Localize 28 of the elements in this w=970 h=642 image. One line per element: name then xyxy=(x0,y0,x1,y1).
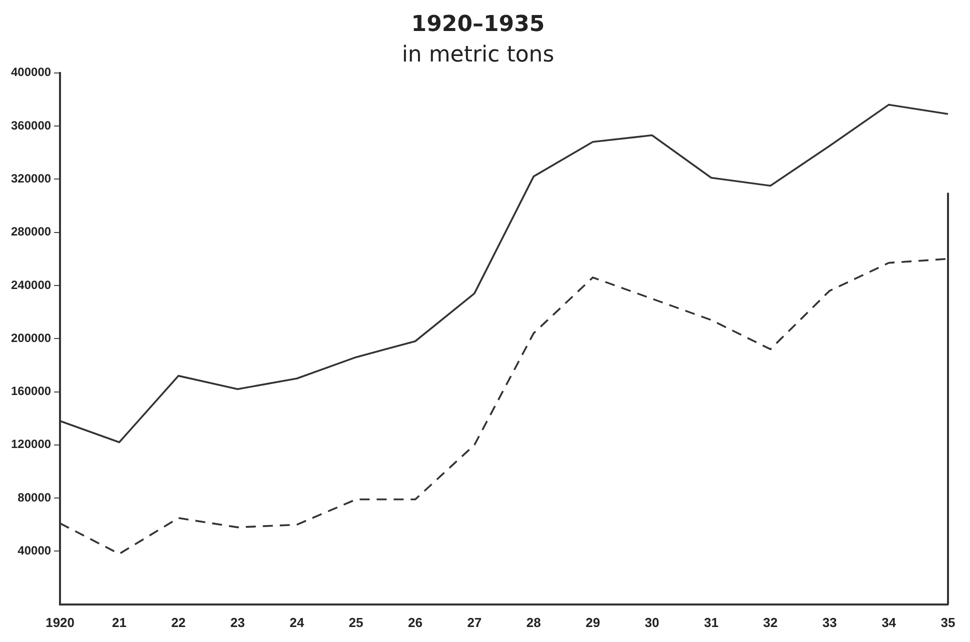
x-tick-label: 29 xyxy=(586,614,600,630)
y-tick-label: 200000 xyxy=(10,330,52,345)
x-tick-label: 32 xyxy=(763,614,778,630)
y-tick-label: 40000 xyxy=(18,544,52,558)
y-tick-label: 120000 xyxy=(10,437,52,452)
y-tick-label: 80000 xyxy=(18,490,52,504)
x-tick-label: 27 xyxy=(467,614,482,630)
x-tick-label: 23 xyxy=(230,614,245,630)
y-tick-label: 360000 xyxy=(10,118,52,132)
x-tick-label: 33 xyxy=(822,614,837,630)
x-tick-label: 1920 xyxy=(46,614,75,630)
y-tick-label: 160000 xyxy=(10,384,52,398)
x-tick-label: 24 xyxy=(290,614,305,630)
y-tick-label: 240000 xyxy=(10,278,52,292)
x-tick-label: 34 xyxy=(882,614,897,630)
x-tick-label: 30 xyxy=(644,614,660,630)
x-tick-label: 25 xyxy=(348,614,364,630)
x-tick-label: 22 xyxy=(171,614,186,630)
y-tick-label: 320000 xyxy=(10,171,52,186)
chart-title: 1920–1935 xyxy=(411,12,545,37)
y-tick-label: 400000 xyxy=(10,65,52,80)
x-tick-label: 28 xyxy=(526,614,541,630)
x-tick-label: 35 xyxy=(940,614,956,630)
chart-subtitle: in metric tons xyxy=(402,42,554,68)
x-tick-label: 26 xyxy=(408,614,422,630)
x-tick-label: 21 xyxy=(112,614,126,630)
y-tick-label: 280000 xyxy=(10,224,52,239)
x-tick-label: 31 xyxy=(704,614,718,630)
